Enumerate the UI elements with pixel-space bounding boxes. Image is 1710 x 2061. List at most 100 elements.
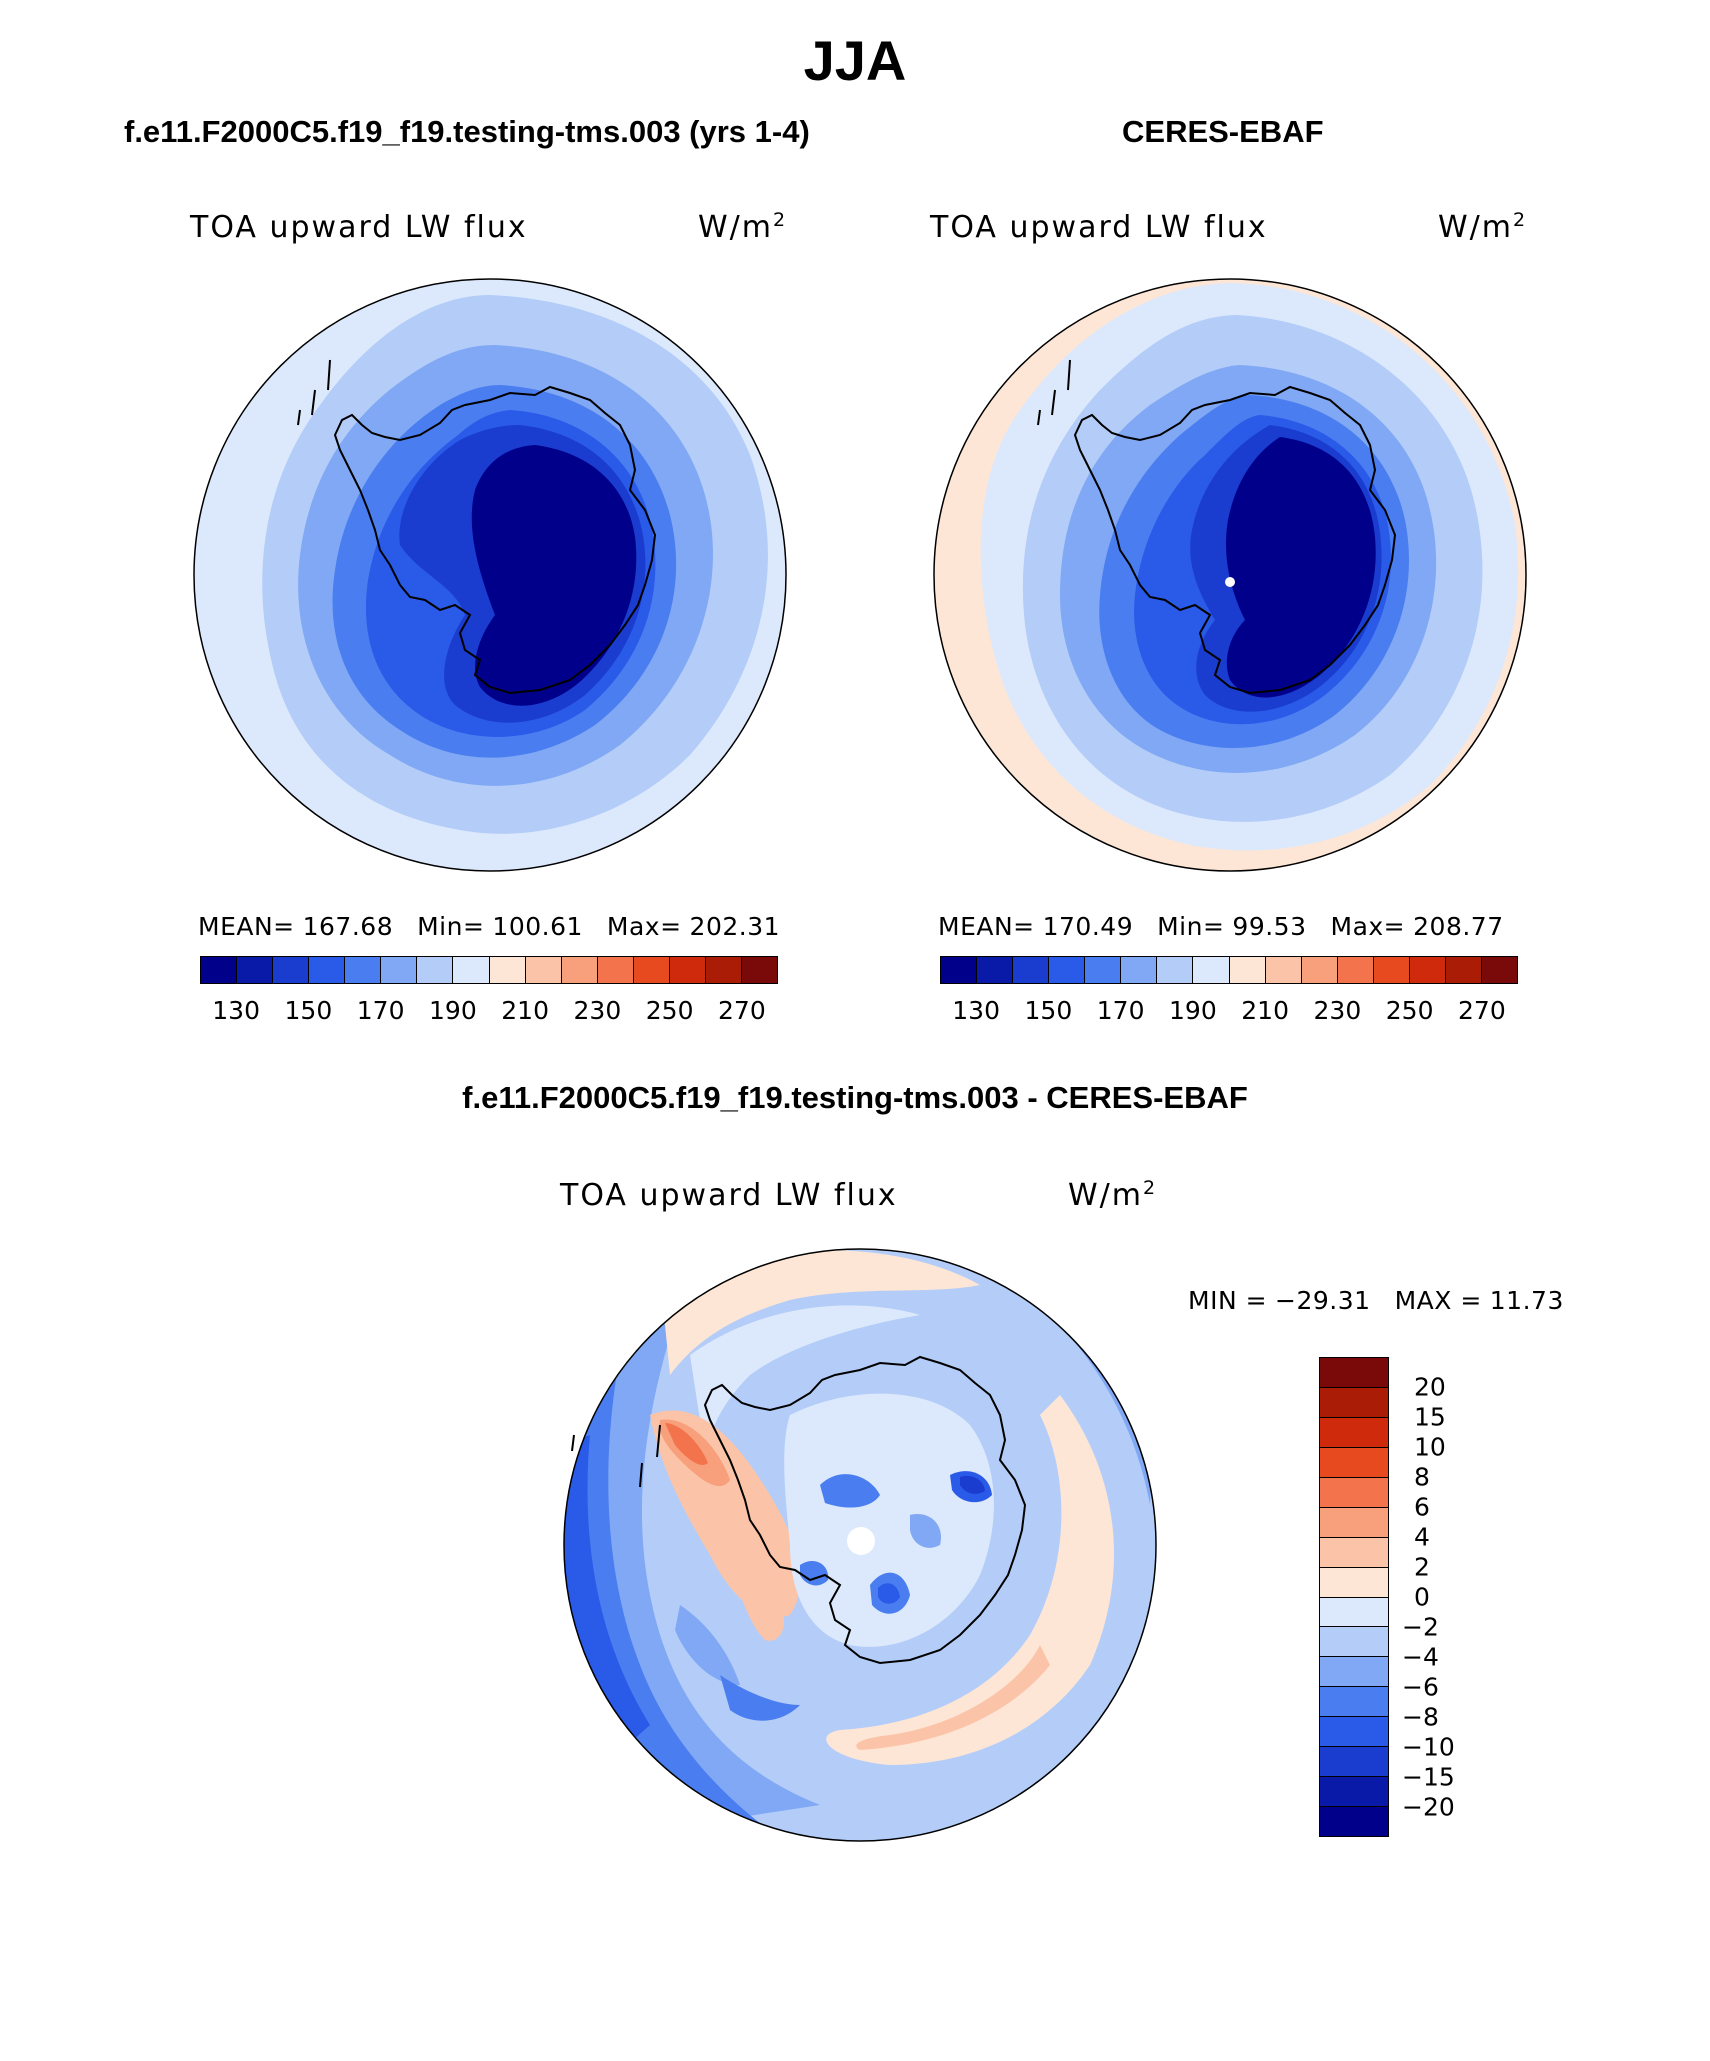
diff-colorbar-swatch <box>1320 1447 1388 1478</box>
diff-colorbar-swatch <box>1320 1477 1388 1508</box>
colorbar-tick-label: 230 <box>573 996 622 1025</box>
colorbar-tick-label: 270 <box>718 996 766 1025</box>
colorbar-swatch <box>201 957 238 983</box>
diff-colorbar-swatch <box>1320 1387 1388 1418</box>
colorbar-tick-label: 210 <box>1241 996 1289 1025</box>
diff-colorbar-swatch <box>1320 1567 1388 1598</box>
colorbar-tick-label: 150 <box>284 996 333 1025</box>
diff-colorbar-tick-label: 2 <box>1414 1552 1430 1582</box>
colorbar-tick-label: 270 <box>1458 996 1506 1025</box>
colorbar-swatch <box>273 957 310 983</box>
panel1-case-title: f.e11.F2000C5.f19_f19.testing-tms.003 (y… <box>124 114 810 149</box>
colorbar-tick-label: 130 <box>952 996 1000 1025</box>
diff-colorbar-swatch <box>1320 1358 1388 1388</box>
colorbar-swatch <box>561 957 598 983</box>
diff-colorbar-swatch <box>1320 1807 1388 1836</box>
colorbar-swatch <box>1229 957 1266 983</box>
diff-colorbar-tick-label: −20 <box>1402 1792 1455 1822</box>
colorbar-swatch <box>1193 957 1230 983</box>
diff-colorbar-swatch <box>1320 1657 1388 1688</box>
panel2-stats: MEAN= 170.49 Min= 99.53 Max= 208.77 <box>938 912 1504 941</box>
panel1-units-label: W/m2 <box>698 209 788 245</box>
diff-polar-map <box>563 1248 1157 1842</box>
colorbar-swatch <box>1085 957 1122 983</box>
colorbar-swatch <box>417 957 454 983</box>
colorbar-swatch <box>1337 957 1374 983</box>
colorbar-swatch <box>1409 957 1446 983</box>
panel1-stats: MEAN= 167.68 Min= 100.61 Max= 202.31 <box>198 912 781 941</box>
colorbar-tick-label: 190 <box>429 996 477 1025</box>
colorbar-tick-label: 210 <box>501 996 549 1025</box>
colorbar-swatch <box>1157 957 1194 983</box>
diff-colorbar-tick-label: 4 <box>1414 1522 1430 1552</box>
diff-colorbar-tick-label: −2 <box>1402 1612 1439 1642</box>
diff-colorbar-tick-label: −6 <box>1402 1672 1439 1702</box>
diff-colorbar-swatch <box>1320 1597 1388 1628</box>
diff-colorbar-swatch <box>1320 1537 1388 1568</box>
diff-colorbar-tick-label: 10 <box>1414 1432 1446 1462</box>
colorbar-tick-label: 170 <box>1096 996 1145 1025</box>
diff-colorbar-tick-label: 15 <box>1414 1402 1446 1432</box>
colorbar-swatch <box>381 957 418 983</box>
diff-colorbar-tick-label: 6 <box>1414 1492 1430 1522</box>
panel1-colorbar-ticks: 130 150 170 190 210 230 250 270 <box>200 996 778 1026</box>
colorbar-tick-label: 190 <box>1169 996 1217 1025</box>
colorbar-swatch <box>1481 957 1517 983</box>
colorbar-swatch <box>309 957 346 983</box>
colorbar-swatch <box>669 957 706 983</box>
colorbar-swatch <box>597 957 634 983</box>
diff-colorbar-ticks: 20 15 10 8 6 4 2 0 −2 −4 −6 −8 −10 −15 −20 <box>1402 1357 1528 1837</box>
diff-colorbar-swatch <box>1320 1747 1388 1778</box>
colorbar-tick-label: 250 <box>1385 996 1434 1025</box>
diff-colorbar <box>1319 1357 1389 1837</box>
panel2-units-label: W/m2 <box>1438 209 1528 245</box>
diff-colorbar-swatch <box>1320 1687 1388 1718</box>
diff-colorbar-tick-label: −10 <box>1402 1732 1455 1762</box>
colorbar-tick-label: 230 <box>1313 996 1362 1025</box>
diff-colorbar-tick-label: 20 <box>1414 1372 1446 1402</box>
diff-colorbar-swatch <box>1320 1777 1388 1808</box>
panel2-polar-map <box>933 278 1527 872</box>
diff-colorbar-swatch <box>1320 1627 1388 1658</box>
diff-colorbar-swatch <box>1320 1717 1388 1748</box>
colorbar-swatch <box>237 957 274 983</box>
panel2-case-title: CERES-EBAF <box>1122 114 1324 149</box>
diff-colorbar-swatch <box>1320 1507 1388 1538</box>
colorbar-swatch <box>1445 957 1482 983</box>
panel2-colorbar-ticks: 130 150 170 190 210 230 250 270 <box>940 996 1518 1026</box>
colorbar-swatch <box>1121 957 1158 983</box>
figure-title: JJA <box>803 29 907 92</box>
colorbar-swatch <box>525 957 562 983</box>
colorbar-swatch <box>633 957 670 983</box>
diff-colorbar-tick-label: 0 <box>1414 1582 1430 1612</box>
colorbar-swatch <box>1265 957 1302 983</box>
diff-units-label: W/m2 <box>1068 1177 1158 1213</box>
colorbar-swatch <box>977 957 1014 983</box>
diff-colorbar-tick-label: −8 <box>1402 1702 1439 1732</box>
diff-minmax: MIN = −29.31 MAX = 11.73 <box>1188 1286 1564 1315</box>
colorbar-tick-label: 170 <box>356 996 405 1025</box>
colorbar-swatch <box>705 957 742 983</box>
colorbar-tick-label: 250 <box>645 996 694 1025</box>
panel2-colorbar <box>940 956 1518 984</box>
diff-colorbar-swatch <box>1320 1417 1388 1448</box>
colorbar-swatch <box>1013 957 1050 983</box>
colorbar-swatch <box>1373 957 1410 983</box>
panel1-variable-label: TOA upward LW flux <box>190 210 528 245</box>
colorbar-swatch <box>453 957 490 983</box>
colorbar-tick-label: 150 <box>1024 996 1073 1025</box>
colorbar-swatch <box>489 957 526 983</box>
colorbar-swatch <box>941 957 978 983</box>
panel1-polar-map <box>193 278 787 872</box>
colorbar-swatch <box>345 957 382 983</box>
diff-variable-label: TOA upward LW flux <box>560 1178 898 1213</box>
colorbar-swatch <box>1049 957 1086 983</box>
colorbar-swatch <box>1301 957 1338 983</box>
diff-colorbar-tick-label: 8 <box>1414 1462 1430 1492</box>
diff-colorbar-tick-label: −15 <box>1402 1762 1455 1792</box>
colorbar-swatch <box>741 957 777 983</box>
colorbar-tick-label: 130 <box>212 996 260 1025</box>
panel2-variable-label: TOA upward LW flux <box>930 210 1268 245</box>
diff-colorbar-tick-label: −4 <box>1402 1642 1439 1672</box>
panel1-colorbar <box>200 956 778 984</box>
